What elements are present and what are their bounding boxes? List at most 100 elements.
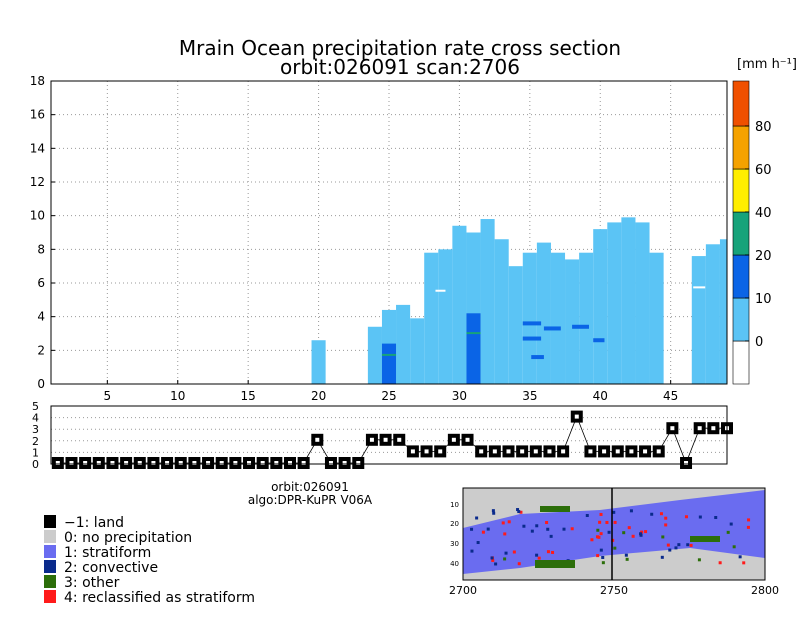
map-pixel: [605, 520, 609, 524]
map-pixel: [684, 515, 688, 519]
precip-column-ray-40: [593, 229, 608, 384]
map-pixel: [677, 543, 681, 547]
map-pixel: [644, 530, 648, 534]
precip-column-ray-28: [424, 252, 439, 384]
map-pixel: [530, 529, 534, 533]
map-x-tick-label: 2750: [600, 584, 628, 597]
map-pixel: [522, 524, 526, 528]
colorbar-segment: [732, 125, 750, 170]
flag-marker-dot: [615, 449, 620, 454]
map-pixel: [546, 550, 550, 554]
flag-y-tick-label: 0: [32, 458, 39, 471]
precip-column-ray-44: [649, 252, 664, 384]
flag-marker-dot: [520, 449, 525, 454]
map-pixel: [490, 556, 494, 560]
map-pixel: [747, 518, 751, 522]
map-pixel: [599, 532, 603, 536]
map-pixel: [664, 523, 668, 527]
map-pixel: [732, 545, 736, 549]
precip-column-ray-43: [635, 222, 650, 384]
y-tick-label: 6: [37, 276, 45, 290]
map-pixel: [590, 538, 594, 542]
flag-marker-dot: [561, 449, 566, 454]
legend-label-0: −1: land: [64, 515, 124, 531]
flag-marker-dot: [315, 437, 320, 442]
map-pixel: [601, 561, 605, 565]
flag-marker-dot: [479, 449, 484, 454]
precip-column-ray-49: [719, 239, 727, 384]
map-other-patch: [540, 506, 570, 512]
flag-marker-dot: [602, 449, 607, 454]
flag-marker-dot: [506, 449, 511, 454]
colorbar-segment: [732, 211, 750, 256]
flag-y-tick-label: 2: [32, 435, 39, 448]
precip-column-ray-29: [438, 249, 453, 384]
map-pixel: [674, 546, 678, 550]
map-pixel: [698, 515, 702, 519]
moderate-rain-streak: [593, 338, 605, 343]
x-tick-label: 20: [311, 389, 326, 403]
map-pixel: [516, 508, 520, 512]
map-other-patch: [690, 536, 720, 542]
echo-gap: [693, 286, 706, 289]
map-pixel: [475, 516, 479, 520]
map-pixel: [622, 531, 626, 535]
map-pixel: [738, 555, 742, 559]
map-pixel: [517, 510, 521, 514]
map-y-tick-label: 20: [450, 520, 459, 528]
map-pixel: [486, 527, 490, 531]
flag-marker-dot: [233, 461, 238, 465]
map-pixel: [512, 550, 516, 554]
flag-marker-dot: [656, 449, 661, 454]
precip-column-ray-33: [494, 239, 509, 384]
colorbar-tick-label: 0: [755, 335, 763, 350]
map-pixel: [714, 516, 718, 520]
moderate-rain-streak: [543, 326, 561, 331]
map-y-tick-label: 30: [450, 540, 459, 548]
flag-marker-dot: [684, 461, 689, 465]
map-pixel: [664, 516, 668, 520]
map-pixel: [697, 558, 701, 562]
y-tick-label: 4: [37, 310, 45, 324]
flag-marker-dot: [369, 437, 374, 442]
info-algo: algo:DPR-KuPR V06A: [248, 493, 373, 507]
flag-marker-dot: [574, 414, 579, 419]
map-pixel: [639, 533, 643, 537]
map-pixel: [596, 528, 600, 532]
flag-marker-dot: [83, 461, 88, 465]
map-pixel: [585, 513, 589, 517]
map-pixel: [491, 558, 495, 562]
map-frame: [462, 487, 766, 581]
y-tick-label: 0: [37, 377, 45, 391]
map-pixel: [686, 543, 690, 547]
legend-swatch-2: [44, 545, 56, 558]
map-pixel: [639, 532, 643, 536]
map-pixel: [666, 543, 670, 547]
legend-label-3: 2: convective: [64, 560, 158, 576]
legend-label-4: 3: other: [64, 575, 120, 591]
flag-marker-dot: [342, 461, 347, 465]
flag-marker-dot: [465, 437, 470, 442]
legend-swatch-3: [44, 560, 56, 573]
precip-column-ray-35: [522, 252, 537, 384]
map-other-patch: [535, 560, 575, 568]
flag-y-tick-label: 3: [32, 423, 39, 436]
precip-column-ray-34: [508, 266, 523, 384]
map-y-tick-label: 40: [450, 560, 459, 568]
info-orbit: orbit:026091: [271, 480, 349, 494]
flag-marker-dot: [397, 437, 402, 442]
map-pixel: [546, 527, 550, 531]
flag-marker-dot: [547, 449, 552, 454]
flag-plot-frame: [50, 405, 728, 465]
flag-marker-dot: [670, 426, 675, 431]
precip-column-ray-48: [705, 244, 720, 384]
flag-marker-dot: [192, 461, 197, 465]
colorbar-segment: [732, 254, 750, 299]
precip-column-ray-32: [480, 219, 495, 384]
precip-column-ray-20: [311, 340, 326, 384]
precip-column-ray-42: [621, 217, 636, 384]
map-pixel: [596, 554, 600, 558]
colorbar-tick-label: 60: [755, 163, 772, 178]
map-pixel: [601, 555, 605, 559]
